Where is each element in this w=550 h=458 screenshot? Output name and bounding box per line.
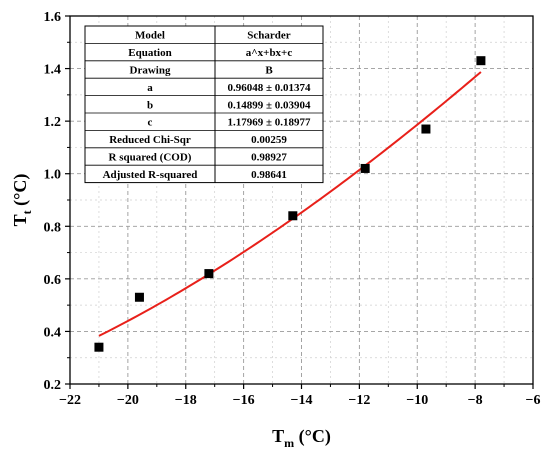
x-tick-label: −22 [59,393,81,408]
fit-table-key: Equation [128,47,171,59]
fit-table-key: Model [135,30,165,42]
y-tick-label: 0.4 [44,325,62,340]
fit-table-value: 1.17969 ± 0.18977 [227,117,311,129]
x-axis-title: Tm (°C) [272,426,331,450]
fit-table-key: R squared (COD) [109,152,192,164]
y-tick-label: 1.2 [44,115,62,130]
y-tick-label: 0.2 [44,378,62,393]
data-point [360,163,370,173]
fit-table-key: Reduced Chi-Sqr [109,134,191,146]
data-point [476,56,486,66]
fit-table-key: c [148,117,153,129]
y-tick-label: 0.8 [44,220,62,235]
y-axis-title: Tt (°C) [10,174,34,227]
fit-table-value: 0.96048 ± 0.01374 [227,82,311,94]
x-tick-label: −6 [526,393,541,408]
y-tick-label: 1.0 [44,168,62,183]
x-tick-label: −14 [291,393,313,408]
x-tick-label: −18 [175,393,197,408]
fit-table-frame [84,25,324,184]
fit-table-value: 0.98927 [251,152,287,164]
fit-table-value: a^x+bx+c [246,47,293,59]
x-tick-label: −10 [406,393,428,408]
x-tick-label: −8 [468,393,483,408]
fit-table-key: Adjusted R-squared [103,169,198,181]
fit-results-table: Model Scharder Equation a^x+bx+c Drawing Ba 0.… [84,25,324,184]
data-point [94,342,104,352]
fit-table-value: Scharder [247,30,291,42]
x-tick-label: −20 [117,393,139,408]
data-point [134,292,144,302]
fit-table-value: B [265,65,273,77]
axis-ticks: −22 −20 −18 −16 −14 −12 −10 −8 −6 0.2 0.4 0.6 0.8 1.0… [44,10,541,408]
fit-table-key: Drawing [130,65,171,77]
fit-table-value: 0.00259 [251,134,287,146]
data-point [204,269,214,279]
fit-table-key: a [147,82,153,94]
fit-curve [98,71,482,337]
fit-table-value: 0.14899 ± 0.03904 [227,99,311,111]
fit-table-value: 0.98641 [251,169,287,181]
data-points [94,56,486,352]
data-point [288,211,298,221]
x-tick-label: −16 [233,393,255,408]
data-point [421,124,431,134]
y-tick-label: 0.6 [44,273,62,288]
x-tick-label: −12 [348,393,370,408]
y-tick-label: 1.4 [44,63,62,78]
y-tick-label: 1.6 [44,10,62,25]
fit-table-key: b [147,99,153,111]
